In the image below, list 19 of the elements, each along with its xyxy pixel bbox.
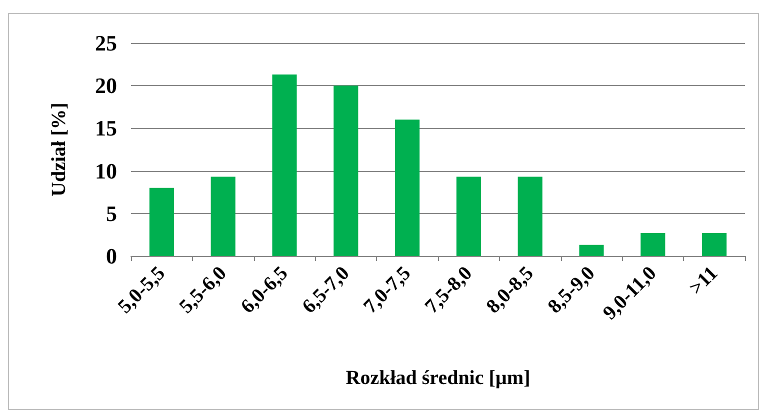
y-tick-label: 0 [106,244,117,268]
bar [149,188,174,256]
x-axis-title: Rozkład średnic [µm] [346,367,530,389]
bar [395,120,420,256]
y-tick-label: 20 [95,73,117,98]
y-tick-label: 15 [95,116,117,141]
bar [272,74,297,256]
y-tick-label: 10 [95,158,117,184]
bar [456,176,481,256]
bar [518,176,542,256]
y-tick-label: 25 [95,30,117,56]
bar [334,86,358,256]
bar [210,176,236,256]
y-tick-label: 5 [106,200,117,226]
bar [640,232,666,256]
bar [702,232,727,256]
x-tick-label: >11 [685,262,722,300]
y-axis-title: Udział [%] [48,102,70,196]
bar [579,244,604,256]
